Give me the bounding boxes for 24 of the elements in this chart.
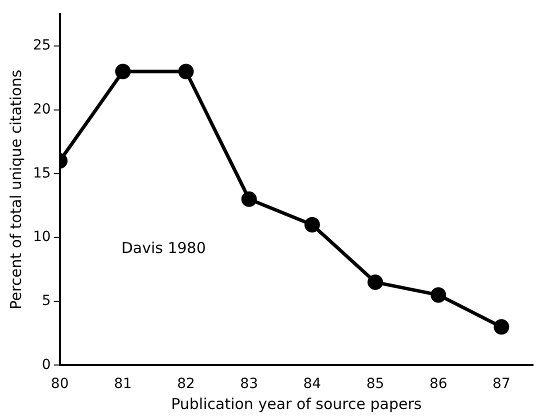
y-axis-title: Percent of total unique citations xyxy=(6,70,25,310)
x-tick-label: 87 xyxy=(492,376,510,392)
x-tick-label: 86 xyxy=(429,376,448,392)
y-tick-label: 20 xyxy=(32,101,51,118)
x-tick-label: 83 xyxy=(240,376,258,392)
point xyxy=(178,64,194,80)
y-tick-label: 10 xyxy=(32,229,51,246)
x-tick-label: 81 xyxy=(114,376,132,392)
x-tick-label: 82 xyxy=(177,376,195,392)
y-tick-label: 5 xyxy=(42,292,51,309)
point xyxy=(241,191,257,207)
x-tick-label: 84 xyxy=(303,376,322,392)
x-tick-label: 85 xyxy=(366,376,384,392)
y-tick-label: 25 xyxy=(32,38,51,54)
y-tick-label: 15 xyxy=(32,165,51,182)
x-tick-label: 80 xyxy=(50,376,69,392)
point xyxy=(368,274,384,290)
point xyxy=(304,216,320,232)
point xyxy=(430,287,446,303)
x-axis-title: Publication year of source papers xyxy=(171,394,422,413)
y-tick-label: 0 xyxy=(42,356,51,373)
point xyxy=(115,64,131,80)
annotation: Davis 1980 xyxy=(121,239,206,258)
point xyxy=(494,319,510,335)
